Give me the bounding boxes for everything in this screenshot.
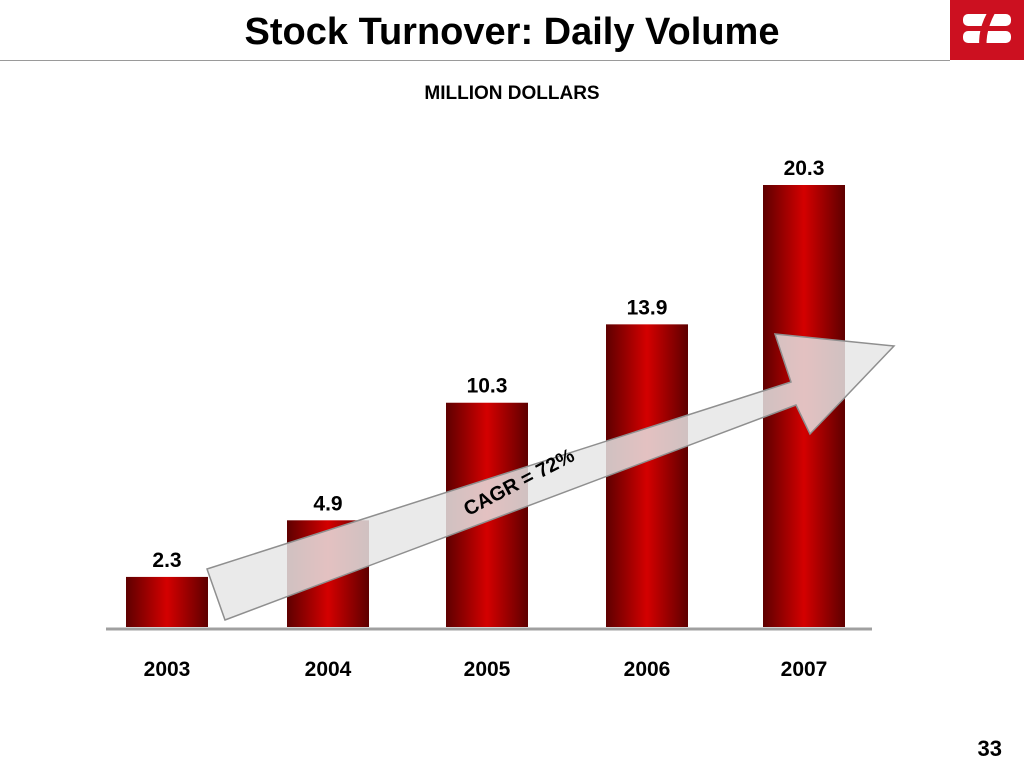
data-label-2005: 10.3 — [467, 375, 508, 398]
data-label-2007: 20.3 — [784, 157, 825, 180]
x-tick-label-2004: 2004 — [305, 658, 352, 681]
x-tick-label-2007: 2007 — [781, 658, 828, 681]
x-tick-label-2005: 2005 — [464, 658, 511, 681]
page-number: 33 — [977, 736, 1002, 761]
bar-2003 — [126, 576, 208, 627]
data-label-2003: 2.3 — [152, 549, 181, 572]
chart-unit-label: MILLION DOLLARS — [424, 83, 600, 104]
bar-2006 — [606, 324, 688, 627]
x-tick-label-2006: 2006 — [624, 658, 671, 681]
x-tick-label-2003: 2003 — [144, 658, 191, 681]
data-label-2006: 13.9 — [627, 296, 668, 319]
bank-logo-icon — [950, 0, 1024, 60]
data-label-2004: 4.9 — [313, 492, 342, 515]
title-divider — [0, 60, 950, 61]
page-title: Stock Turnover: Daily Volume — [244, 11, 780, 53]
